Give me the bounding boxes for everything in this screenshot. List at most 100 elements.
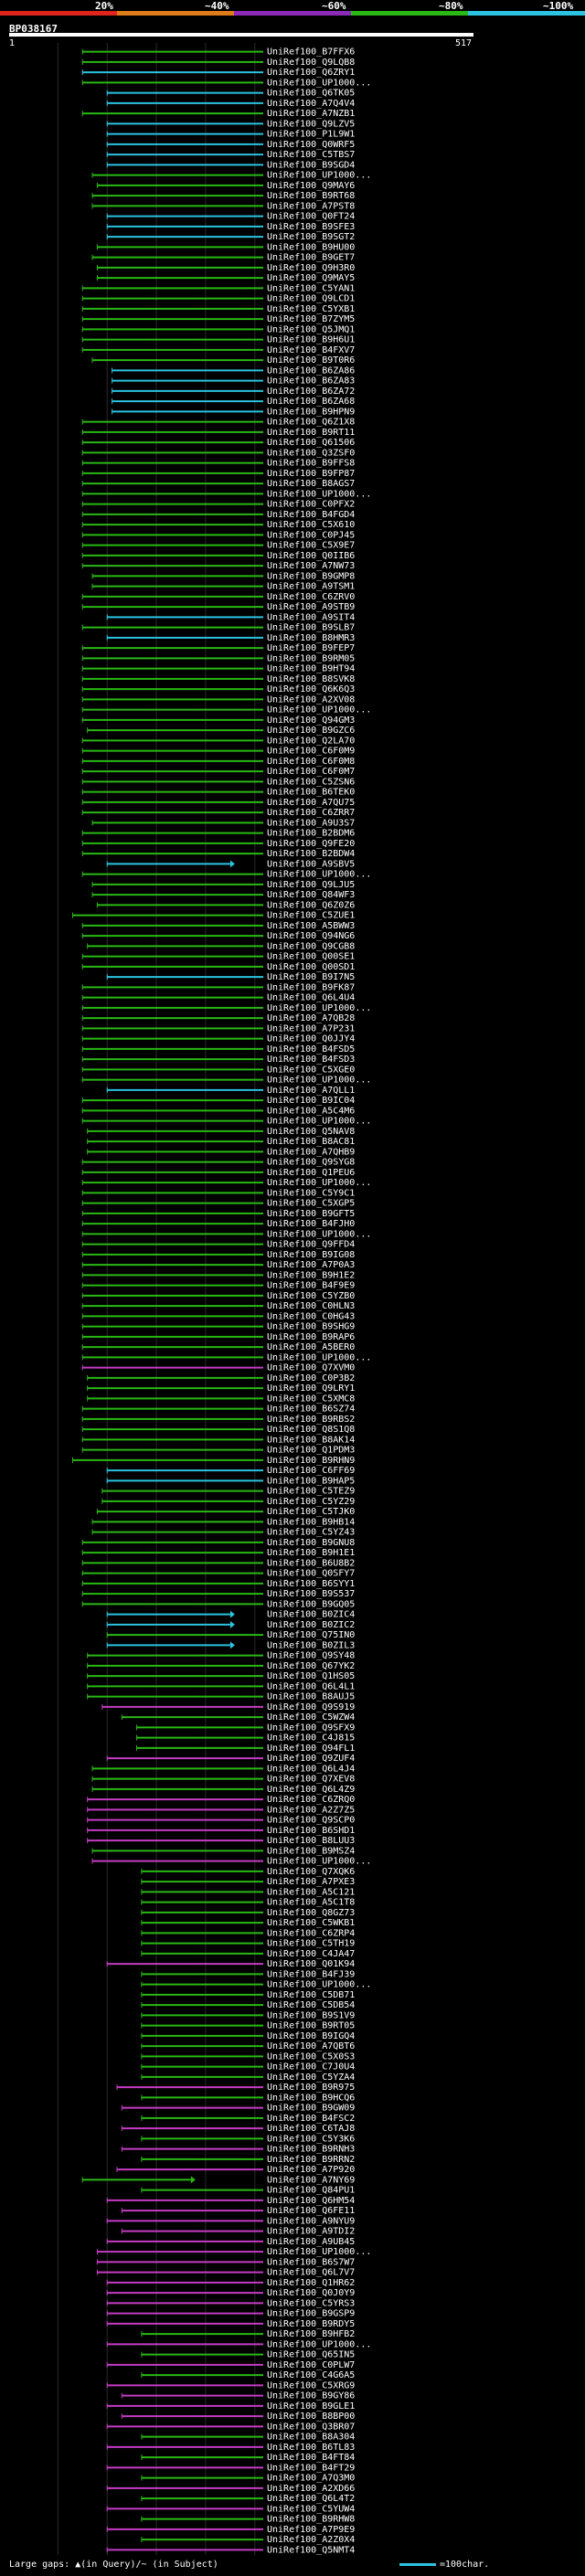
hit-label[interactable]: UniRef100_Q9SFX9: [267, 1723, 355, 1733]
hit-label[interactable]: UniRef100_B7FFX6: [267, 48, 355, 58]
hit-label[interactable]: UniRef100_B9RM05: [267, 653, 355, 663]
hit-label[interactable]: UniRef100_B9IG08: [267, 1250, 355, 1260]
hit-label[interactable]: UniRef100_UP1000...: [267, 1980, 371, 1990]
hit-label[interactable]: UniRef100_B9HB14: [267, 1517, 355, 1527]
hit-label[interactable]: UniRef100_B9HCQ6: [267, 2093, 355, 2103]
hit-label[interactable]: UniRef100_B9H1E1: [267, 1548, 355, 1558]
hit-label[interactable]: UniRef100_Q84PU1: [267, 2186, 355, 2196]
hit-label[interactable]: UniRef100_Q00SD1: [267, 962, 355, 972]
hit-label[interactable]: UniRef100_B8BP00: [267, 2412, 355, 2422]
hit-label[interactable]: UniRef100_B4FXV7: [267, 345, 355, 355]
hit-label[interactable]: UniRef100_B9H6U1: [267, 335, 355, 345]
hit-label[interactable]: UniRef100_C5X0S3: [267, 2051, 355, 2062]
hit-label[interactable]: UniRef100_Q9FE20: [267, 839, 355, 849]
hit-label[interactable]: UniRef100_Q6L4T2: [267, 2494, 355, 2504]
hit-label[interactable]: UniRef100_Q6Z1X8: [267, 418, 355, 428]
hit-label[interactable]: UniRef100_A2Z7Z5: [267, 1805, 355, 1815]
hit-label[interactable]: UniRef100_A9SBV5: [267, 859, 355, 869]
hit-label[interactable]: UniRef100_C4J815: [267, 1733, 355, 1744]
hit-label[interactable]: UniRef100_B9SGD4: [267, 160, 355, 170]
hit-label[interactable]: UniRef100_Q6K6Q3: [267, 684, 355, 694]
hit-label[interactable]: UniRef100_Q6HM54: [267, 2196, 355, 2206]
hit-label[interactable]: UniRef100_A5C1T8: [267, 1898, 355, 1908]
hit-label[interactable]: UniRef100_UP1000...: [267, 1352, 371, 1362]
hit-label[interactable]: UniRef100_B0ZIL3: [267, 1640, 355, 1650]
hit-label[interactable]: UniRef100_Q5NAV8: [267, 1127, 355, 1137]
hit-label[interactable]: UniRef100_Q1HR62: [267, 2278, 355, 2288]
hit-label[interactable]: UniRef100_A7P231: [267, 1023, 355, 1034]
hit-label[interactable]: UniRef100_A7PXE3: [267, 1877, 355, 1887]
hit-label[interactable]: UniRef100_Q6L4Z9: [267, 1785, 355, 1795]
hit-label[interactable]: UniRef100_Q75IN0: [267, 1630, 355, 1640]
hit-label[interactable]: UniRef100_B9HPN9: [267, 407, 355, 417]
hit-label[interactable]: UniRef100_C5YZA4: [267, 2072, 355, 2083]
hit-label[interactable]: UniRef100_B8A304: [267, 2433, 355, 2443]
hit-label[interactable]: UniRef100_Q65IN5: [267, 2350, 355, 2360]
hit-label[interactable]: UniRef100_A7QBT6: [267, 2041, 355, 2051]
hit-label[interactable]: UniRef100_C5ZUE1: [267, 911, 355, 921]
hit-label[interactable]: UniRef100_B4FT29: [267, 2463, 355, 2473]
hit-label[interactable]: UniRef100_C5TEZ9: [267, 1487, 355, 1497]
hit-label[interactable]: UniRef100_Q61506: [267, 438, 355, 448]
hit-label[interactable]: UniRef100_C5ZSN6: [267, 777, 355, 787]
hit-label[interactable]: UniRef100_A5C4M6: [267, 1106, 355, 1116]
hit-label[interactable]: UniRef100_C5YZB0: [267, 1291, 355, 1301]
hit-label[interactable]: UniRef100_C5DB54: [267, 2000, 355, 2010]
hit-label[interactable]: UniRef100_B7ZYM5: [267, 314, 355, 324]
hit-label[interactable]: UniRef100_A5C121: [267, 1887, 355, 1897]
hit-label[interactable]: UniRef100_B9RRN2: [267, 2155, 355, 2165]
hit-label[interactable]: UniRef100_B9RAP6: [267, 1332, 355, 1342]
hit-label[interactable]: UniRef100_A5BER0: [267, 1342, 355, 1352]
hit-label[interactable]: UniRef100_C5YZ43: [267, 1528, 355, 1538]
hit-label[interactable]: UniRef100_B9SGT2: [267, 232, 355, 242]
hit-label[interactable]: UniRef100_B6TEK0: [267, 788, 355, 798]
hit-label[interactable]: UniRef100_B9RT05: [267, 2021, 355, 2031]
hit-label[interactable]: UniRef100_Q9SCP0: [267, 1816, 355, 1826]
hit-label[interactable]: UniRef100_A7NW73: [267, 561, 355, 571]
hit-label[interactable]: UniRef100_B9GQ05: [267, 1599, 355, 1609]
hit-label[interactable]: UniRef100_A7P0A3: [267, 1260, 355, 1270]
hit-label[interactable]: UniRef100_A7QU75: [267, 798, 355, 808]
hit-label[interactable]: UniRef100_Q9LZV5: [267, 119, 355, 129]
hit-label[interactable]: UniRef100_B6SZ74: [267, 1405, 355, 1415]
hit-label[interactable]: UniRef100_C5YRS3: [267, 2298, 355, 2308]
hit-label[interactable]: UniRef100_UP1000...: [267, 1003, 371, 1013]
hit-label[interactable]: UniRef100_Q7XVM0: [267, 1363, 355, 1373]
hit-label[interactable]: UniRef100_B9HFB2: [267, 2329, 355, 2339]
hit-label[interactable]: UniRef100_B4FJH0: [267, 1219, 355, 1229]
hit-label[interactable]: UniRef100_B8SVK8: [267, 674, 355, 684]
hit-label[interactable]: UniRef100_A9NYU9: [267, 2216, 355, 2226]
hit-label[interactable]: UniRef100_Q9H3R0: [267, 263, 355, 273]
hit-label[interactable]: UniRef100_C7J0U4: [267, 2062, 355, 2072]
hit-label[interactable]: UniRef100_UP1000...: [267, 870, 371, 880]
hit-label[interactable]: UniRef100_Q6Z0Z6: [267, 900, 355, 910]
hit-label[interactable]: UniRef100_UP1000...: [267, 1857, 371, 1867]
hit-label[interactable]: UniRef100_B9S537: [267, 1589, 355, 1599]
hit-label[interactable]: UniRef100_B9FP87: [267, 469, 355, 479]
hit-label[interactable]: UniRef100_C5WZW4: [267, 1712, 355, 1723]
hit-label[interactable]: UniRef100_C5YXB1: [267, 304, 355, 314]
hit-label[interactable]: UniRef100_B9GW09: [267, 2104, 355, 2114]
hit-label[interactable]: UniRef100_B8AGS7: [267, 479, 355, 489]
hit-label[interactable]: UniRef100_C6ZRV0: [267, 592, 355, 602]
hit-label[interactable]: UniRef100_Q6ZRY1: [267, 68, 355, 78]
hit-label[interactable]: UniRef100_UP1000...: [267, 489, 371, 499]
hit-label[interactable]: UniRef100_Q9LQB8: [267, 58, 355, 68]
hit-label[interactable]: UniRef100_Q1HS05: [267, 1671, 355, 1681]
hit-label[interactable]: UniRef100_B9S1V9: [267, 2010, 355, 2020]
hit-label[interactable]: UniRef100_A7P920: [267, 2165, 355, 2175]
hit-label[interactable]: UniRef100_C0PLW7: [267, 2360, 355, 2370]
hit-label[interactable]: UniRef100_Q94NG6: [267, 931, 355, 941]
hit-label[interactable]: UniRef100_Q6L4U4: [267, 993, 355, 1003]
hit-label[interactable]: UniRef100_C5X9E7: [267, 541, 355, 551]
hit-label[interactable]: UniRef100_Q6L4J4: [267, 1764, 355, 1774]
hit-label[interactable]: UniRef100_Q9SYG8: [267, 1158, 355, 1168]
hit-label[interactable]: UniRef100_Q3BR07: [267, 2422, 355, 2432]
hit-label[interactable]: UniRef100_Q6L7V7: [267, 2268, 355, 2278]
hit-label[interactable]: UniRef100_Q0WRF5: [267, 140, 355, 150]
hit-label[interactable]: UniRef100_A7QB28: [267, 1013, 355, 1023]
hit-label[interactable]: UniRef100_B9RT11: [267, 428, 355, 438]
hit-label[interactable]: UniRef100_A9TDI2: [267, 2227, 355, 2237]
hit-label[interactable]: UniRef100_C6F0M9: [267, 747, 355, 757]
hit-label[interactable]: UniRef100_C5DB71: [267, 1990, 355, 2000]
